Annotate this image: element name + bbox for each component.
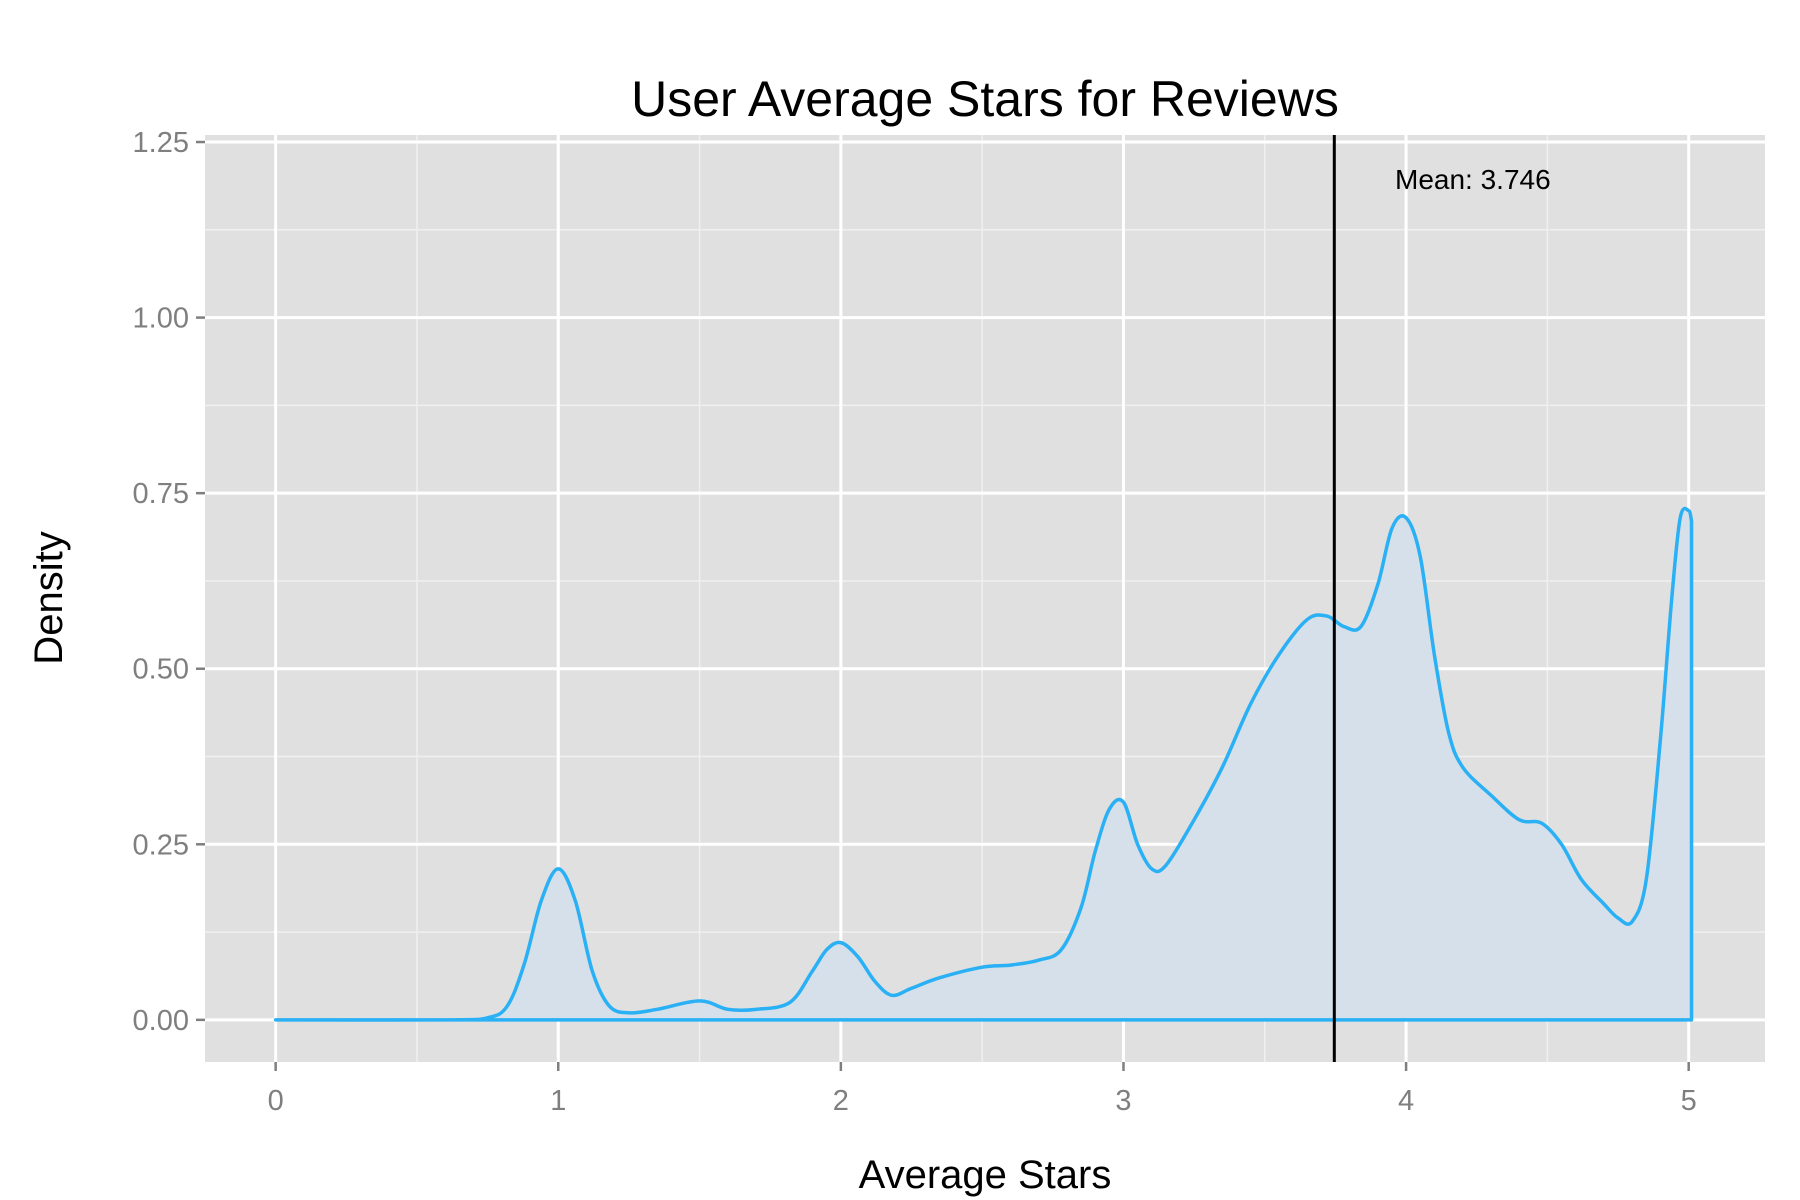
density-line: [273, 506, 1694, 1022]
y-axis-title: Density: [27, 531, 71, 664]
y-tick-label: 0.50: [133, 654, 189, 686]
x-axis-title: Average Stars: [859, 1153, 1112, 1197]
y-tick-label: 1.00: [133, 303, 189, 335]
y-tick-label: 0.00: [133, 1005, 189, 1037]
y-tick-label: 1.25: [133, 127, 189, 159]
x-tick-label: 1: [550, 1085, 566, 1117]
x-tick-label: 4: [1398, 1085, 1414, 1117]
chart-title: User Average Stars for Reviews: [631, 71, 1339, 127]
x-tick-label: 5: [1681, 1085, 1697, 1117]
mean-annotation: Mean: 3.746: [1395, 164, 1551, 195]
x-axis-ticks: 0 1 2 3 4 5: [268, 1062, 1697, 1117]
x-tick-label: 0: [268, 1085, 284, 1117]
density-area: [275, 508, 1692, 1021]
y-tick-label: 0.25: [133, 829, 189, 861]
x-tick-label: 2: [833, 1085, 849, 1117]
y-axis-ticks: 0.00 0.25 0.50 0.75 1.00 1.25: [133, 127, 205, 1037]
y-tick-label: 0.75: [133, 478, 189, 510]
x-tick-label: 3: [1115, 1085, 1131, 1117]
grid-minor: [205, 135, 1765, 1062]
